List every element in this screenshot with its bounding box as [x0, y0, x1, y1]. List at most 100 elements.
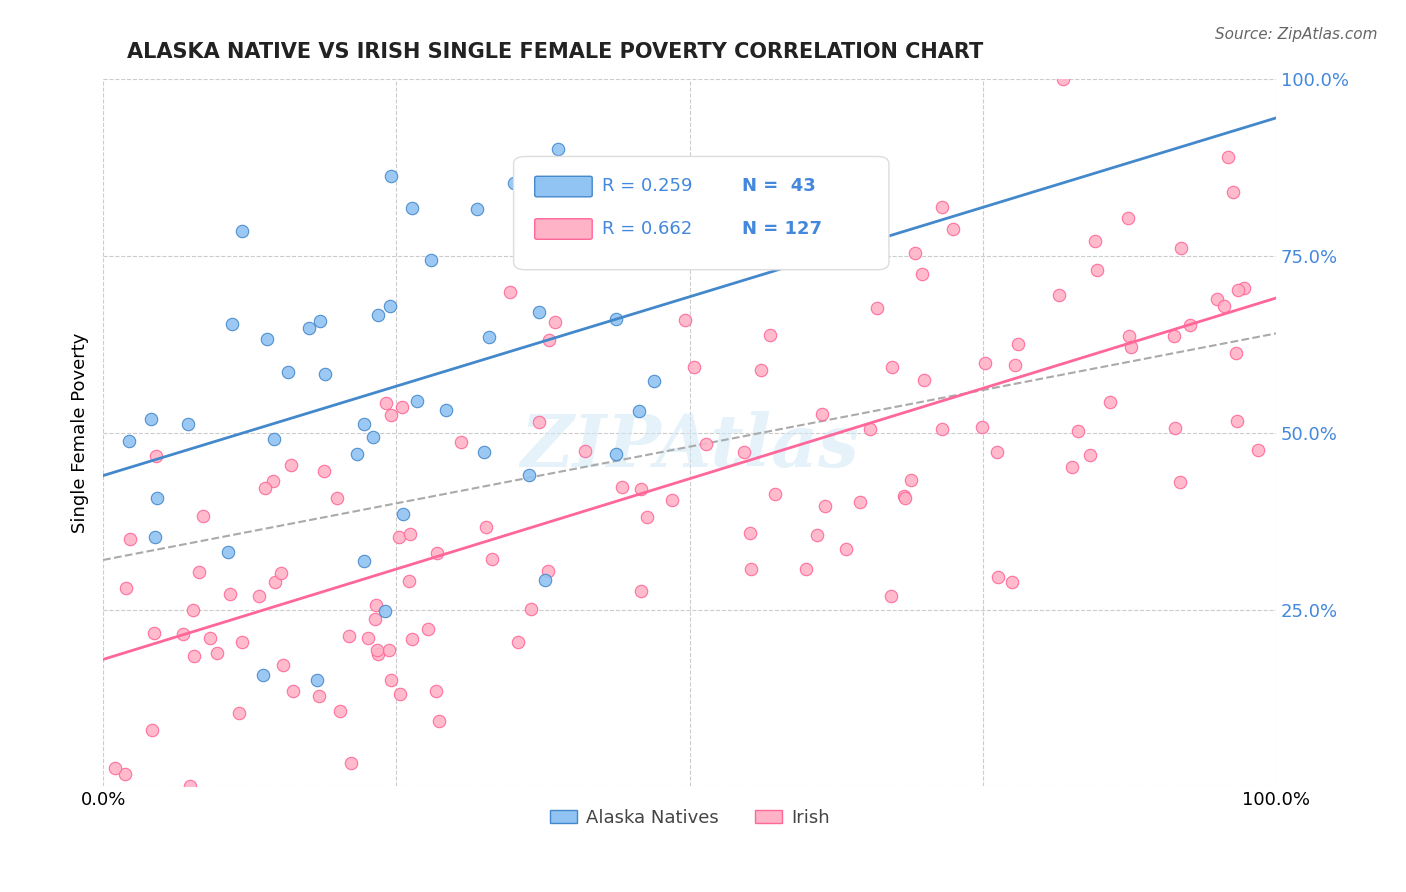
Point [811, 407, 834, 421]
Point [1247, 442, 1270, 457]
Point [478, 329, 501, 343]
Point [472, 445, 495, 459]
Point [517, 467, 540, 482]
Point [1007, 337, 1029, 351]
Point [1226, 283, 1249, 297]
Point [391, 400, 413, 414]
Point [1222, 186, 1244, 200]
Point [361, 430, 384, 444]
Point [474, 520, 496, 534]
Point [1084, 234, 1107, 248]
Point [364, 612, 387, 626]
Point [527, 415, 550, 429]
Point [357, 631, 380, 645]
Point [499, 285, 522, 299]
Point [264, 574, 287, 589]
Point [1118, 329, 1140, 343]
Text: N = 127: N = 127 [742, 219, 823, 237]
Point [207, 646, 229, 660]
Point [314, 368, 336, 382]
Point [114, 581, 136, 595]
Point [814, 499, 837, 513]
Point [1119, 340, 1142, 354]
Point [605, 312, 627, 326]
Point [427, 714, 450, 728]
Point [1213, 299, 1236, 313]
Point [911, 267, 934, 281]
Point [406, 393, 429, 408]
Point [502, 176, 524, 190]
Point [120, 533, 142, 547]
Point [806, 528, 828, 542]
Point [673, 313, 696, 327]
Point [880, 360, 903, 375]
Point [298, 321, 321, 335]
Point [643, 374, 665, 388]
Point [253, 481, 276, 495]
Text: R = 0.259: R = 0.259 [602, 178, 692, 195]
Point [221, 318, 243, 332]
Point [263, 432, 285, 446]
Point [508, 635, 530, 649]
Point [366, 643, 388, 657]
Point [305, 673, 328, 688]
Point [172, 626, 194, 640]
Point [145, 449, 167, 463]
Point [364, 599, 387, 613]
Point [309, 314, 332, 328]
Point [380, 409, 402, 423]
Point [1052, 71, 1074, 86]
Point [374, 604, 396, 618]
Point [866, 301, 889, 315]
Y-axis label: Single Female Poverty: Single Female Poverty [72, 333, 89, 533]
Point [114, 767, 136, 781]
Point [337, 629, 360, 643]
Point [481, 552, 503, 566]
Point [1178, 318, 1201, 333]
Point [419, 253, 441, 268]
FancyBboxPatch shape [534, 177, 592, 197]
Point [630, 482, 652, 496]
Point [574, 443, 596, 458]
Point [425, 684, 447, 698]
Point [1067, 424, 1090, 438]
Point [434, 403, 457, 417]
Legend: Alaska Natives, Irish: Alaska Natives, Irish [543, 802, 837, 834]
Point [986, 445, 1008, 459]
Point [835, 541, 858, 556]
Point [346, 447, 368, 461]
Point [426, 546, 449, 560]
Point [104, 761, 127, 775]
Point [256, 332, 278, 346]
FancyBboxPatch shape [534, 219, 592, 239]
Point [900, 473, 922, 487]
Point [533, 573, 555, 587]
Point [340, 756, 363, 770]
Point [733, 444, 755, 458]
Point [1225, 346, 1247, 360]
Point [695, 436, 717, 450]
Point [191, 509, 214, 524]
Point [281, 683, 304, 698]
Point [329, 704, 352, 718]
Point [231, 634, 253, 648]
Point [942, 222, 965, 236]
Text: ZIPAtlas: ZIPAtlas [520, 411, 859, 483]
Point [1170, 241, 1192, 255]
Point [636, 510, 658, 524]
Point [308, 690, 330, 704]
Text: Source: ZipAtlas.com: Source: ZipAtlas.com [1215, 27, 1378, 42]
Point [247, 589, 270, 603]
Point [617, 194, 640, 209]
Point [630, 584, 652, 599]
Point [1001, 575, 1024, 590]
Point [849, 494, 872, 508]
Point [538, 333, 561, 347]
Point [399, 526, 422, 541]
Point [527, 305, 550, 319]
Point [353, 554, 375, 568]
Point [277, 365, 299, 379]
Point [931, 422, 953, 436]
Point [1218, 150, 1240, 164]
Point [401, 201, 423, 215]
